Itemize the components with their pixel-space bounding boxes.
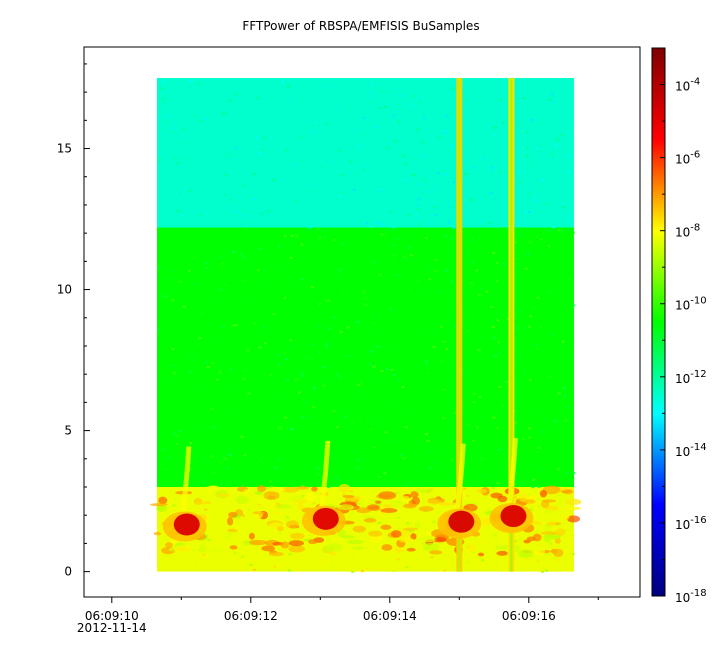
colorbar-tick-label: 10-12 (675, 369, 707, 386)
x-tick-label: 06:09:10 (85, 609, 139, 623)
y-axis: 0 5 10 15 (57, 63, 90, 579)
colorbar-tick-label: 10-4 (675, 77, 700, 94)
y-tick-label: 5 (64, 424, 72, 438)
colorbar (651, 47, 666, 597)
emission-burst-2 (301, 440, 346, 536)
colorbar-tick-label: 10-14 (675, 442, 707, 459)
y-tick-label: 0 (64, 565, 72, 579)
broadband-spike-1 (456, 78, 463, 572)
colorbar-tick-label: 10-16 (675, 515, 707, 532)
colorbar-tick-label: 10-6 (675, 150, 700, 167)
colorbar-tick-label: 10-18 (675, 588, 707, 605)
broadband-spike-2 (508, 78, 515, 572)
emission-burst-1 (162, 446, 207, 542)
chart-title: FFTPower of RBSPA/EMFISIS BuSamples (242, 19, 479, 33)
x-tick-label: 06:09:12 (224, 609, 278, 623)
x-tick-label: 06:09:16 (502, 609, 556, 623)
y-tick-label: 15 (57, 142, 72, 156)
spectrogram-texture (156, 78, 576, 574)
colorbar-tick-label: 10-10 (675, 296, 707, 313)
spectrogram-heatmap (149, 78, 582, 574)
y-tick-label: 10 (57, 283, 72, 297)
emission-burst-4 (489, 437, 534, 534)
colorbar-tick-label: 10-8 (675, 223, 700, 240)
upper-frequency-band (156, 78, 574, 228)
middle-frequency-band (156, 227, 574, 487)
x-tick-label: 06:09:14 (363, 609, 417, 623)
colorbar-axis: 10-4 10-6 10-8 10-10 10-12 10-14 10-16 10-18 (660, 47, 707, 605)
x-tick-date-label: 2012-11-14 (77, 621, 147, 635)
emission-burst-3 (437, 443, 482, 539)
